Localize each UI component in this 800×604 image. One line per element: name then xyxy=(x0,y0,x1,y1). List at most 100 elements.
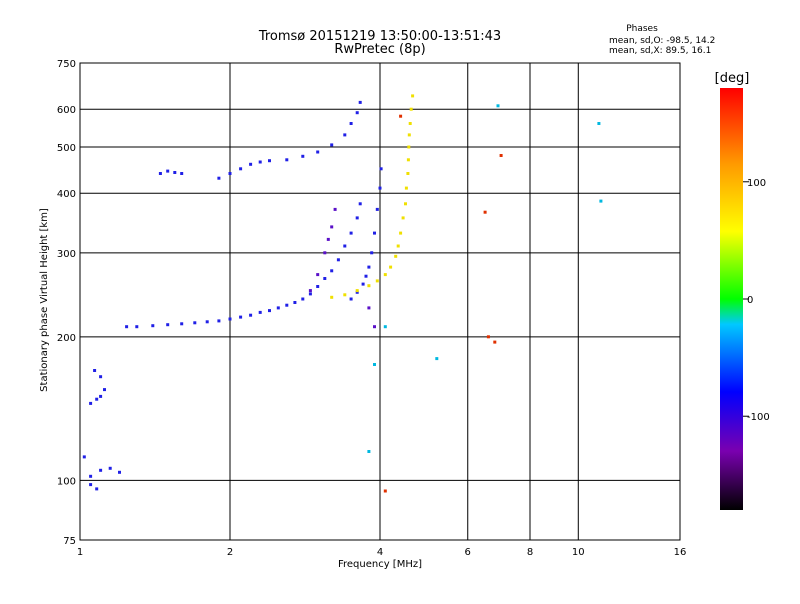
scatter-point xyxy=(308,292,312,296)
scatter-point xyxy=(396,244,400,248)
scatter-point xyxy=(180,322,184,326)
colorbar-tick-label: 0 xyxy=(747,295,753,306)
scatter-point xyxy=(370,251,374,255)
scatter-point xyxy=(411,94,415,98)
scatter-point xyxy=(367,306,371,310)
scatter-point xyxy=(93,369,97,372)
scatter-point xyxy=(336,258,340,262)
scatter-point xyxy=(496,104,500,108)
scatter-point xyxy=(355,216,359,220)
scatter-point xyxy=(99,375,103,379)
scatter-point xyxy=(389,265,393,269)
y-tick-label: 300 xyxy=(57,249,76,260)
scatter-point xyxy=(323,251,327,255)
scatter-point xyxy=(89,401,93,405)
x-tick-label: 1 xyxy=(77,547,83,558)
scatter-point xyxy=(228,317,232,321)
scatter-point xyxy=(217,176,221,180)
scatter-point xyxy=(323,277,327,280)
scatter-point xyxy=(316,273,320,277)
scatter-point xyxy=(118,470,121,474)
scatter-point xyxy=(375,279,379,283)
scatter-point xyxy=(89,474,93,478)
scatter-point xyxy=(82,455,86,459)
scatter-point xyxy=(349,122,353,125)
x-tick-label: 2 xyxy=(227,547,233,558)
scatter-point xyxy=(217,319,221,323)
scatter-point xyxy=(394,254,398,258)
scatter-point xyxy=(316,285,320,288)
scatter-point xyxy=(99,468,103,472)
scatter-point xyxy=(103,388,106,392)
scatter-point xyxy=(406,172,410,175)
scatter-point xyxy=(404,202,407,206)
scatter-point xyxy=(599,199,603,203)
scatter-point xyxy=(435,357,439,361)
colorbar-label: [deg] xyxy=(715,71,750,86)
scatter-point xyxy=(268,159,271,163)
plot-frame xyxy=(79,62,681,541)
scatter-point xyxy=(378,186,382,190)
scatter-point xyxy=(375,207,379,211)
y-tick-label: 750 xyxy=(57,59,76,70)
scatter-point xyxy=(373,363,376,366)
y-tick-label: 200 xyxy=(57,333,76,344)
scatter-point xyxy=(409,107,413,111)
scatter-point xyxy=(258,310,262,314)
colorbar-tick-label: -100 xyxy=(747,412,770,423)
scatter-point xyxy=(326,237,330,241)
scatter-point xyxy=(343,244,347,248)
x-axis-ticks: 1 2 4 6 8 10 16 xyxy=(77,547,687,558)
y-tick-label: 500 xyxy=(57,143,76,154)
scatter-point xyxy=(330,143,334,147)
scatter-point xyxy=(373,231,376,235)
scatter-point xyxy=(493,340,497,344)
y-tick-label: 400 xyxy=(57,189,76,200)
scatter-point xyxy=(349,297,353,301)
colorbar-ticks: 100 0 -100 xyxy=(743,178,770,423)
scatter-point xyxy=(399,114,403,118)
scatter-point xyxy=(166,323,170,327)
scatter-point xyxy=(367,265,371,269)
scatter-point xyxy=(95,397,99,401)
scatter-point xyxy=(158,172,162,175)
scatter-point xyxy=(95,487,99,491)
scatter-point xyxy=(125,325,129,329)
y-axis-label: Stationary phase Virtual Height [km] xyxy=(39,208,50,392)
scatter-point xyxy=(367,450,371,453)
scatter-point xyxy=(228,172,232,175)
scatter-point xyxy=(367,284,371,288)
scatter-point xyxy=(89,483,93,487)
scatter-point xyxy=(355,111,359,115)
scatter-point xyxy=(301,154,305,158)
scatter-point xyxy=(276,306,280,310)
x-tick-label: 10 xyxy=(572,547,585,558)
scatter-point xyxy=(285,158,289,162)
scatter-point xyxy=(173,171,177,174)
scatter-points xyxy=(82,94,603,493)
x-tick-label: 8 xyxy=(527,547,533,558)
scatter-point xyxy=(239,167,243,171)
y-tick-label: 100 xyxy=(57,476,76,487)
scatter-point xyxy=(355,289,359,293)
x-axis-label: Frequency [MHz] xyxy=(338,559,422,570)
scatter-point xyxy=(108,466,112,470)
scatter-point xyxy=(301,297,305,301)
scatter-point xyxy=(379,167,383,171)
scatter-point xyxy=(285,303,289,307)
y-tick-label: 600 xyxy=(57,105,76,116)
scatter-point xyxy=(408,122,412,125)
x-tick-label: 16 xyxy=(674,547,687,558)
scatter-point xyxy=(407,133,411,137)
scatter-point xyxy=(349,231,353,235)
scatter-point xyxy=(330,295,334,299)
scatter-point xyxy=(99,394,103,398)
y-tick-label: 75 xyxy=(63,536,76,547)
colorbar-tick-label: 100 xyxy=(747,178,766,189)
phase-stats-o: mean, sd,O: -98.5, 14.2 xyxy=(609,36,715,46)
scatter-point xyxy=(205,320,209,324)
phase-stats-x: mean, sd,X: 89.5, 16.1 xyxy=(609,46,711,56)
scatter-point xyxy=(499,154,503,157)
